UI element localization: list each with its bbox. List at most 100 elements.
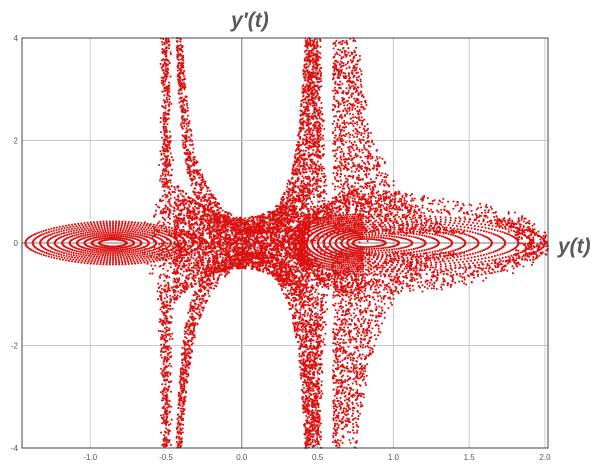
- data-point: [114, 252, 117, 255]
- data-point: [91, 248, 94, 252]
- data-point: [323, 197, 326, 200]
- data-point: [123, 257, 126, 260]
- data-point: [143, 261, 146, 264]
- data-point: [170, 316, 173, 319]
- data-point: [94, 224, 97, 227]
- data-point: [97, 259, 100, 262]
- data-point: [119, 254, 122, 257]
- data-point: [166, 274, 169, 278]
- data-point: [161, 407, 164, 410]
- data-point: [317, 235, 320, 238]
- data-point: [60, 227, 63, 230]
- data-point: [162, 307, 165, 310]
- data-point: [364, 223, 367, 226]
- data-point: [316, 380, 319, 383]
- data-point: [499, 253, 502, 256]
- data-point: [99, 233, 102, 236]
- data-point: [493, 254, 496, 258]
- data-point: [163, 241, 166, 244]
- data-point: [307, 175, 310, 178]
- data-point: [153, 253, 156, 256]
- data-point: [313, 395, 316, 398]
- data-point: [375, 236, 378, 239]
- data-point: [373, 213, 376, 216]
- data-point: [43, 251, 46, 254]
- data-point: [134, 233, 138, 236]
- data-point: [47, 255, 50, 258]
- data-point: [167, 251, 170, 254]
- data-point: [160, 367, 163, 370]
- data-point: [127, 261, 130, 264]
- data-point: [402, 234, 406, 237]
- data-point: [118, 252, 121, 255]
- data-point: [123, 252, 126, 255]
- data-point: [506, 251, 509, 254]
- data-point: [164, 230, 168, 233]
- data-point: [429, 254, 432, 257]
- data-point: [350, 257, 353, 260]
- data-point: [510, 229, 513, 232]
- data-point: [85, 229, 88, 232]
- data-point: [420, 219, 423, 222]
- data-point: [419, 252, 422, 256]
- data-point: [362, 217, 365, 220]
- data-point: [499, 230, 502, 233]
- data-point: [454, 264, 457, 267]
- data-point: [153, 240, 156, 243]
- data-point: [158, 228, 161, 232]
- data-point: [367, 237, 370, 241]
- data-point: [168, 230, 171, 233]
- data-point: [75, 225, 78, 228]
- data-point: [108, 247, 112, 250]
- data-point: [106, 254, 109, 257]
- data-point: [160, 180, 164, 183]
- data-point: [74, 260, 77, 263]
- data-point: [118, 263, 121, 266]
- data-point: [357, 262, 360, 265]
- data-point: [45, 252, 48, 255]
- data-point: [313, 247, 316, 250]
- data-point: [319, 67, 322, 70]
- data-point: [83, 236, 87, 239]
- data-point: [92, 246, 95, 249]
- data-point: [155, 236, 159, 239]
- data-point: [87, 254, 90, 257]
- data-point: [363, 235, 366, 238]
- data-point: [320, 389, 323, 393]
- data-point: [160, 416, 163, 419]
- data-point: [88, 233, 91, 236]
- data-point: [53, 251, 56, 254]
- data-point: [458, 220, 461, 223]
- data-point: [340, 249, 343, 252]
- data-point: [316, 160, 319, 163]
- data-point: [81, 259, 84, 262]
- data-point: [116, 250, 119, 253]
- data-point: [377, 236, 380, 239]
- data-point: [477, 264, 481, 267]
- data-point: [138, 254, 141, 257]
- data-point: [122, 255, 125, 259]
- data-point: [491, 259, 494, 262]
- data-point: [41, 233, 44, 236]
- data-point: [58, 228, 61, 231]
- data-point: [318, 260, 321, 263]
- data-point: [384, 232, 387, 235]
- data-point: [158, 179, 161, 182]
- data-point: [312, 187, 316, 190]
- data-point: [124, 250, 127, 253]
- data-point: [90, 223, 93, 226]
- data-point: [162, 143, 165, 146]
- data-point: [167, 221, 170, 224]
- data-point: [330, 277, 333, 280]
- data-point: [121, 231, 124, 234]
- data-point: [162, 65, 165, 68]
- data-point: [453, 261, 456, 264]
- data-point: [170, 232, 173, 235]
- data-point: [157, 250, 160, 253]
- data-point: [166, 269, 169, 272]
- data-point: [371, 258, 374, 261]
- data-point: [76, 247, 79, 250]
- data-point: [155, 242, 158, 245]
- data-point: [309, 145, 312, 148]
- data-point: [69, 235, 72, 238]
